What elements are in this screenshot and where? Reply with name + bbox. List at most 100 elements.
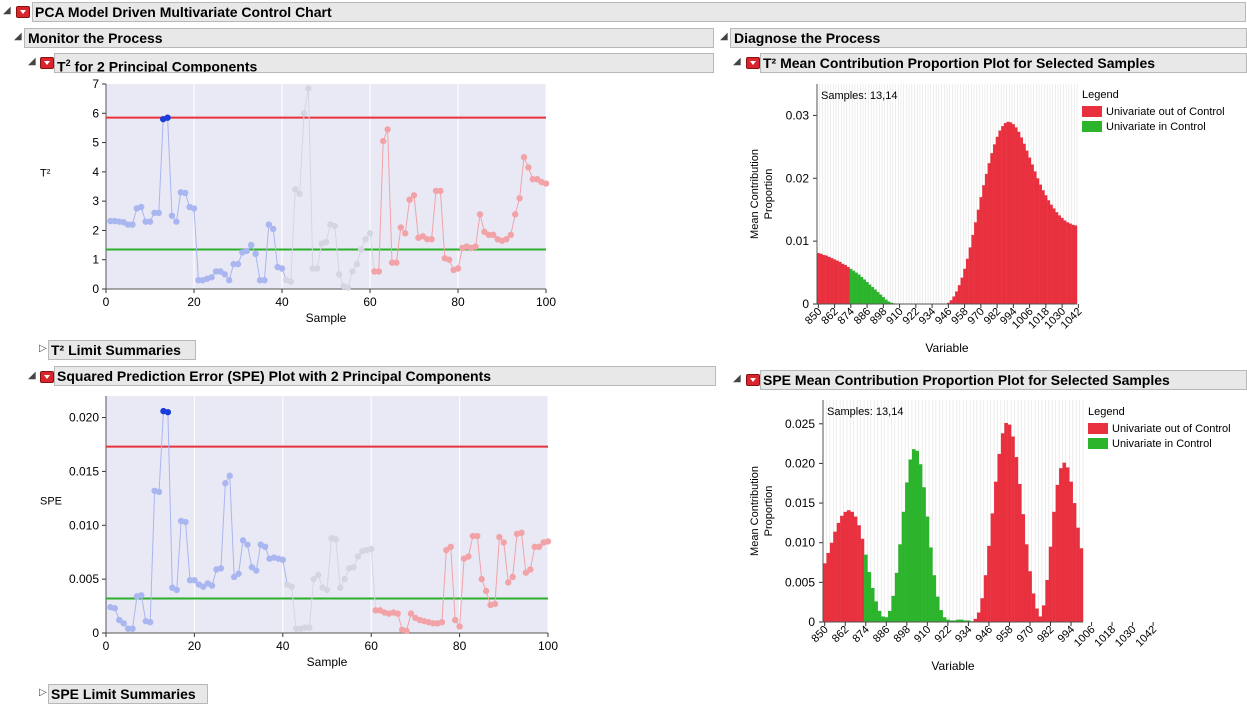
series-segment [369, 233, 375, 272]
legend-swatch-in [1088, 438, 1108, 449]
series-segment [158, 119, 164, 213]
sample-point [253, 567, 260, 574]
sample-point [371, 268, 378, 275]
sample-point [314, 571, 322, 579]
out-of-control-bar [827, 256, 831, 304]
red-triangle-menu-icon[interactable] [40, 57, 54, 69]
series-segment [404, 199, 411, 234]
in-control-bar [876, 292, 880, 304]
t2-contrib-header[interactable]: T² Mean Contribution Proportion Plot for… [760, 53, 1247, 73]
expand-triangle-icon[interactable]: ▷ [39, 687, 47, 698]
y-tick-label: 0.015 [785, 496, 815, 510]
out-of-control-bar [835, 260, 839, 304]
collapse-triangle-icon[interactable]: ◢ [733, 56, 741, 67]
collapse-triangle-icon[interactable]: ◢ [3, 5, 11, 16]
sample-point [474, 532, 481, 540]
in-control-bar [888, 610, 892, 622]
y-tick-label: 7 [92, 77, 99, 91]
series-segment [246, 544, 253, 568]
out-of-control-bar [952, 296, 956, 304]
out-of-control-bar [984, 173, 988, 304]
in-control-bar [935, 596, 940, 622]
sample-point [310, 575, 317, 583]
sample-point [278, 265, 286, 272]
out-of-control-bar [838, 261, 842, 304]
out-of-control-bar [976, 612, 981, 622]
sample-point [372, 607, 379, 614]
collapse-triangle-icon[interactable]: ◢ [733, 373, 741, 384]
in-control-bar [857, 274, 861, 304]
out-of-control-bar [968, 247, 972, 304]
red-triangle-menu-icon[interactable] [16, 6, 30, 18]
sample-point [344, 284, 352, 291]
sample-point [469, 532, 477, 540]
sample-point [322, 238, 330, 246]
collapse-triangle-icon[interactable]: ◢ [28, 56, 36, 67]
spe-section-header[interactable]: Squared Prediction Error (SPE) Plot with… [54, 366, 716, 386]
spe-control-chart[interactable]: 0 20 40 60 80 100 0 0.005 0.010 0.015 0.020 Sample S… [30, 386, 630, 686]
spe-limit-summaries-header[interactable]: SPE Limit Summaries [48, 684, 208, 704]
in-control-bar [898, 544, 902, 622]
out-of-control-bar [850, 511, 854, 622]
sample-point [212, 268, 220, 275]
y-axis-label-line1: Mean Contribution [749, 466, 761, 556]
series-segment [459, 558, 465, 627]
monitor-section-header[interactable]: Monitor the Process [24, 28, 714, 48]
sample-point [239, 537, 247, 544]
diagnose-section-header[interactable]: Diagnose the Process [730, 28, 1247, 48]
red-triangle-menu-icon[interactable] [746, 57, 760, 69]
series-segment [255, 544, 262, 571]
red-triangle-menu-icon[interactable] [746, 374, 760, 386]
in-control-bar [863, 279, 866, 304]
sample-point [388, 259, 396, 266]
y-tick-label: 1 [92, 253, 99, 267]
out-of-control-bar [1071, 224, 1075, 304]
spe-contrib-header[interactable]: SPE Mean Contribution Proportion Plot fo… [760, 370, 1247, 390]
t2-section-header[interactable]: T2 for 2 Principal Components [54, 53, 714, 73]
in-control-bar [911, 449, 916, 622]
sample-point [529, 175, 536, 183]
x-tick-label: 20 [188, 639, 202, 653]
selected-sample-point [164, 114, 171, 121]
legend-label-in: Univariate in Control [1106, 121, 1206, 133]
out-of-control-bar [980, 598, 984, 622]
out-of-control-bar [990, 153, 994, 304]
out-of-control-bar [1017, 131, 1021, 304]
out-of-control-bar [1035, 608, 1039, 622]
sample-point [443, 546, 450, 554]
series-segment [282, 559, 288, 585]
x-tick-label: 1030 [1113, 624, 1139, 650]
out-of-control-bar [836, 522, 841, 622]
collapse-triangle-icon[interactable]: ◢ [14, 31, 22, 42]
expand-triangle-icon[interactable]: ▷ [39, 343, 47, 354]
sample-point [393, 259, 400, 266]
collapse-triangle-icon[interactable]: ◢ [28, 370, 36, 381]
collapse-triangle-icon[interactable]: ◢ [720, 31, 728, 42]
t2-contribution-chart[interactable]: 00.010.020.03850862874886898910922934946… [732, 74, 1247, 359]
y-tick-label: 0.010 [785, 536, 815, 550]
sample-point [138, 592, 145, 599]
sample-point [155, 488, 163, 496]
t2-limit-summaries-header[interactable]: T² Limit Summaries [48, 340, 196, 360]
out-of-control-bar [1072, 503, 1077, 622]
out-of-control-bar [857, 525, 861, 622]
out-of-control-bar [1065, 467, 1070, 622]
sample-point [305, 85, 312, 92]
out-of-control-bar [955, 291, 959, 304]
series-segment [439, 190, 446, 259]
series-segment [229, 475, 235, 578]
sample-point [542, 180, 550, 187]
sample-point [208, 274, 215, 281]
y-tick-label: 2 [92, 223, 99, 237]
red-triangle-menu-icon[interactable] [40, 371, 54, 383]
y-tick-label: 0.02 [786, 171, 810, 185]
series-segment [185, 522, 191, 581]
sample-point [182, 518, 189, 526]
out-of-control-bar [947, 302, 950, 304]
sample-point [478, 575, 485, 583]
sample-point [107, 217, 114, 225]
in-control-bar [849, 268, 853, 304]
t2-control-chart[interactable]: 0 20 40 60 80 100 0 1 2 3 4 5 6 7 Sample T² [30, 74, 630, 354]
out-of-control-bar [1031, 593, 1036, 622]
